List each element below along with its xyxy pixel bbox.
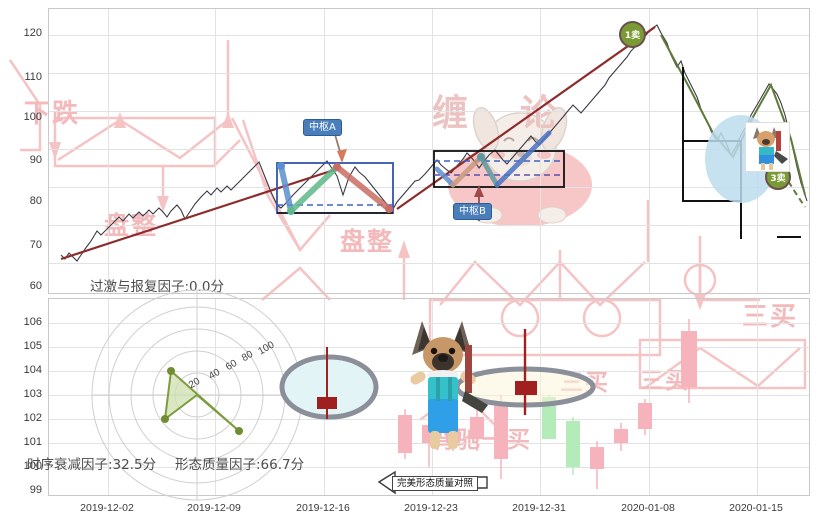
ytick-bot-3: 103 <box>23 388 42 400</box>
ytick-bot-6: 100 <box>23 460 42 472</box>
dog-sticker-top <box>745 122 790 172</box>
ytick-top-4: 80 <box>29 195 42 207</box>
xtick-5: 2020-01-08 <box>621 502 675 514</box>
watermark-brand-left: 缠 <box>432 93 471 134</box>
comparison-arrow-label: 完美形态质量对照 <box>392 476 479 491</box>
xtick-1: 2019-12-09 <box>187 502 241 514</box>
watermark-consolidation-2: 盘整 <box>340 227 395 256</box>
dog-mascot-sticker <box>402 315 492 455</box>
price-chart-panel <box>48 8 810 294</box>
radar-chart <box>91 289 303 501</box>
ytick-top-2: 100 <box>23 111 42 123</box>
ytick-bot-0: 106 <box>23 316 42 328</box>
pivot-a-callout[interactable]: 中枢A <box>303 119 342 136</box>
ytick-bot-4: 102 <box>23 412 42 424</box>
ytick-top-1: 110 <box>24 71 42 83</box>
xtick-4: 2019-12-31 <box>512 502 566 514</box>
xtick-0: 2019-12-02 <box>80 502 134 514</box>
ytick-top-0: 120 <box>23 27 42 39</box>
ytick-bot-5: 101 <box>23 436 42 448</box>
watermark-third-buy-3: 三买 <box>640 368 690 394</box>
price-line-series <box>60 24 808 262</box>
ytick-top-6: 60 <box>29 280 42 292</box>
xtick-2: 2019-12-16 <box>296 502 350 514</box>
ytick-bot-2: 104 <box>23 364 42 376</box>
factor-decay-label: 时序衰减因子:32.5分 <box>27 457 157 473</box>
ytick-bot-7: 99 <box>29 484 42 496</box>
factor-quality-label: 形态质量因子:66.7分 <box>175 457 305 473</box>
ytick-top-5: 70 <box>29 239 42 251</box>
factor-overreaction-label: 过激与报复因子:0.0分 <box>90 279 225 295</box>
xtick-6: 2020-01-15 <box>729 502 783 514</box>
watermark-third-buy-1: 三买 <box>742 302 799 332</box>
ytick-bot-1: 105 <box>23 340 42 352</box>
pivot-b-callout[interactable]: 中枢B <box>453 203 492 220</box>
sell-badge-first[interactable]: 1卖 <box>619 21 646 48</box>
watermark-fall: 下跌 <box>24 99 81 129</box>
ytick-top-3: 90 <box>29 154 42 166</box>
xtick-3: 2019-12-23 <box>404 502 458 514</box>
